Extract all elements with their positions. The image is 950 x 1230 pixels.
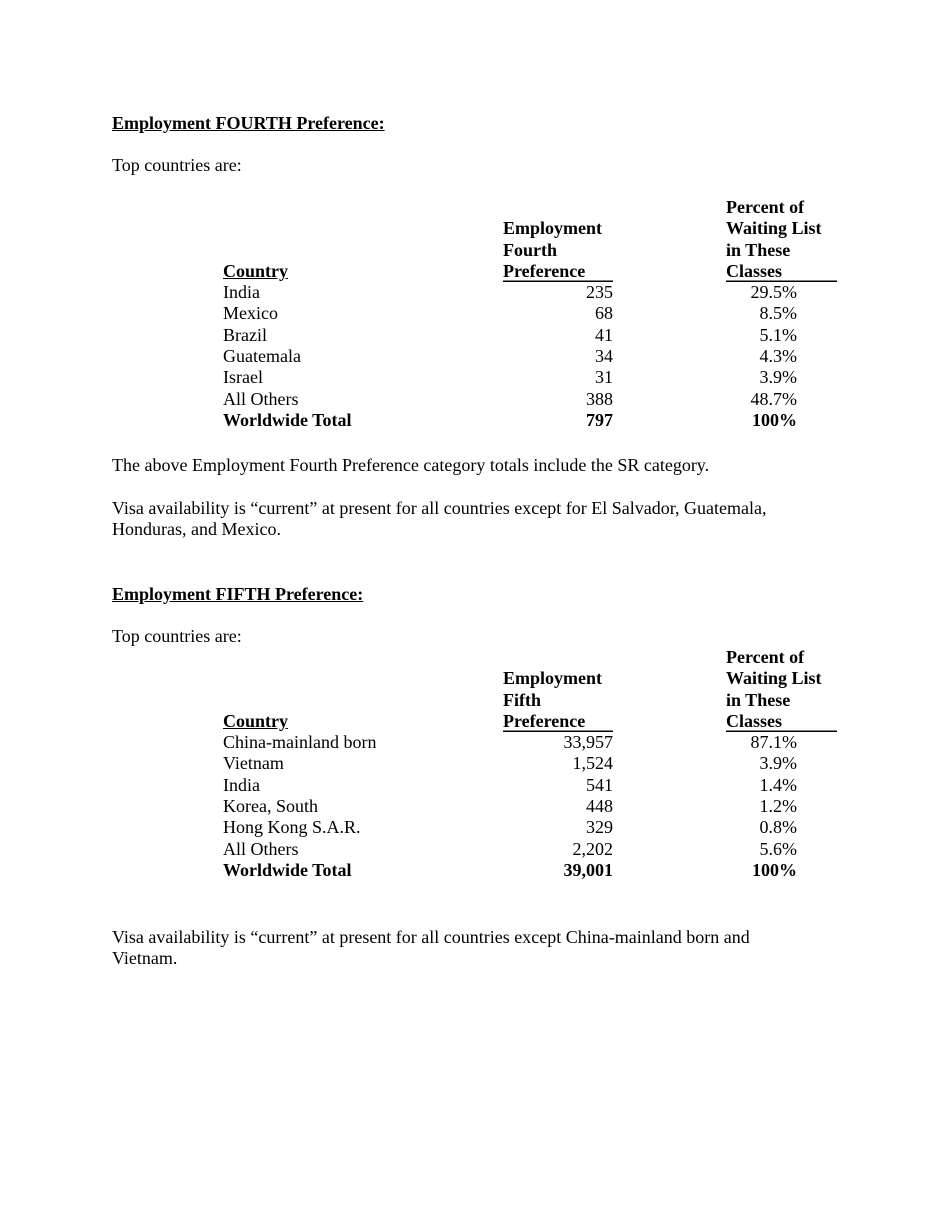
country-cell: Worldwide Total <box>223 409 352 430</box>
count-cell: 1,524 <box>572 753 614 774</box>
count-cell: 448 <box>586 796 613 817</box>
col-header-percent: in These <box>726 239 791 260</box>
country-cell: Israel <box>223 367 263 388</box>
col-header-percent: Classes <box>726 261 837 282</box>
total-row: Worldwide Total 797 100% <box>223 410 837 431</box>
country-cell: India <box>223 282 260 303</box>
col-header-percent: Waiting List <box>726 218 822 239</box>
col-header-percent: Percent of <box>726 647 805 667</box>
table-row: India 541 1.4% <box>223 775 837 796</box>
country-cell: China-mainland born <box>223 732 377 753</box>
col-header-pref: Employment <box>503 668 602 689</box>
intro-text: Top countries are: <box>112 155 242 175</box>
percent-cell: 5.6% <box>759 838 798 859</box>
section-heading-fourth: Employment FOURTH Preference: <box>112 113 385 133</box>
percent-cell: 4.3% <box>759 346 798 367</box>
country-cell: Guatemala <box>223 346 301 367</box>
count-cell: 329 <box>586 817 613 838</box>
col-header-percent: in These <box>726 689 791 710</box>
table-row: All Others 388 48.7% <box>223 389 837 410</box>
note-availability: Visa availability is “current” at presen… <box>112 498 767 540</box>
country-cell: Worldwide Total <box>223 859 352 880</box>
percent-cell: 0.8% <box>759 817 798 838</box>
total-row: Worldwide Total 39,001 100% <box>223 860 837 881</box>
count-cell: 388 <box>586 388 613 409</box>
col-header-percent: Classes <box>726 711 837 732</box>
table-row: Mexico 68 8.5% <box>223 303 837 324</box>
col-header-country: Country <box>223 710 289 731</box>
col-header-percent: Percent of <box>726 197 805 217</box>
fifth-preference-table: Percent of Employment Waiting List Fifth i… <box>223 647 837 881</box>
note-sr: The above Employment Fourth Preference c… <box>112 455 710 475</box>
percent-cell: 29.5% <box>750 282 798 303</box>
table-row: Guatemala 34 4.3% <box>223 346 837 367</box>
count-cell: 39,001 <box>563 859 614 880</box>
percent-cell: 3.9% <box>759 367 798 388</box>
percent-cell: 100% <box>752 409 797 430</box>
country-cell: Brazil <box>223 324 267 345</box>
col-header-percent: Waiting List <box>726 668 822 689</box>
percent-cell: 100% <box>752 859 797 880</box>
percent-cell: 87.1% <box>750 732 798 753</box>
percent-cell: 1.4% <box>759 774 798 795</box>
count-cell: 31 <box>595 367 613 388</box>
col-header-pref: Fifth <box>503 689 541 710</box>
count-cell: 34 <box>595 346 613 367</box>
percent-cell: 48.7% <box>750 388 798 409</box>
count-cell: 33,957 <box>563 732 614 753</box>
country-cell: All Others <box>223 838 299 859</box>
count-cell: 2,202 <box>572 838 614 859</box>
percent-cell: 5.1% <box>759 324 798 345</box>
note-availability: Visa availability is “current” at presen… <box>112 927 750 969</box>
col-header-pref: Preference <box>503 261 613 282</box>
table-row: Hong Kong S.A.R. 329 0.8% <box>223 817 837 838</box>
count-cell: 68 <box>595 303 613 324</box>
table-row: Korea, South 448 1.2% <box>223 796 837 817</box>
table-row: All Others 2,202 5.6% <box>223 839 837 860</box>
fourth-preference-table: Percent of Employment Waiting List Fourth… <box>223 197 837 431</box>
country-cell: Hong Kong S.A.R. <box>223 817 361 838</box>
table-row: China-mainland born 33,957 87.1% <box>223 732 837 753</box>
country-cell: Vietnam <box>223 753 284 774</box>
intro-text: Top countries are: <box>112 626 242 646</box>
col-header-country: Country <box>223 260 289 281</box>
country-cell: India <box>223 774 260 795</box>
table-row: Israel 31 3.9% <box>223 367 837 388</box>
table-row: Vietnam 1,524 3.9% <box>223 753 837 774</box>
count-cell: 235 <box>586 282 613 303</box>
table-row: Brazil 41 5.1% <box>223 325 837 346</box>
count-cell: 797 <box>586 409 613 430</box>
section-heading-fifth: Employment FIFTH Preference: <box>112 584 364 604</box>
country-cell: Mexico <box>223 303 278 324</box>
country-cell: Korea, South <box>223 796 318 817</box>
percent-cell: 8.5% <box>759 303 798 324</box>
col-header-pref: Employment <box>503 218 602 239</box>
table-row: India 235 29.5% <box>223 282 837 303</box>
count-cell: 41 <box>595 324 613 345</box>
col-header-pref: Preference <box>503 711 613 732</box>
count-cell: 541 <box>586 774 613 795</box>
country-cell: All Others <box>223 388 299 409</box>
col-header-pref: Fourth <box>503 239 557 260</box>
percent-cell: 1.2% <box>759 796 798 817</box>
percent-cell: 3.9% <box>759 753 798 774</box>
